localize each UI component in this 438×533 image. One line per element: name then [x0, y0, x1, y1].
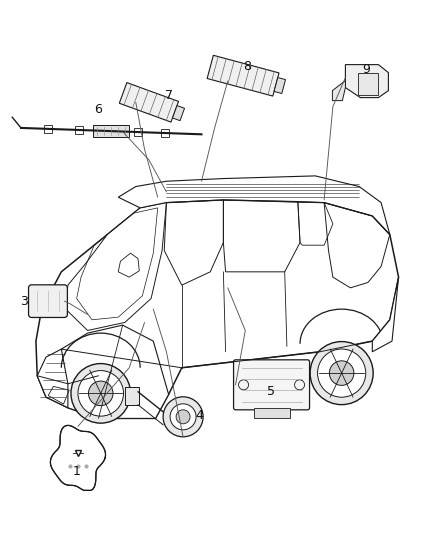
- Polygon shape: [119, 83, 179, 122]
- Circle shape: [318, 349, 366, 397]
- Polygon shape: [332, 80, 346, 101]
- Circle shape: [176, 410, 190, 424]
- Polygon shape: [50, 425, 106, 490]
- Text: 8: 8: [244, 60, 251, 73]
- Bar: [107, 127, 115, 135]
- Polygon shape: [46, 325, 169, 418]
- Text: 7: 7: [165, 90, 173, 102]
- Circle shape: [163, 397, 203, 437]
- FancyBboxPatch shape: [28, 285, 67, 318]
- Circle shape: [78, 370, 124, 416]
- Bar: [254, 408, 290, 418]
- Text: 4: 4: [195, 409, 203, 422]
- Circle shape: [88, 381, 113, 406]
- Text: 6: 6: [95, 103, 102, 116]
- Bar: [75, 126, 83, 134]
- Polygon shape: [37, 349, 68, 408]
- Polygon shape: [118, 176, 390, 235]
- Bar: [358, 72, 378, 95]
- Polygon shape: [207, 55, 279, 96]
- Text: 5: 5: [267, 385, 275, 398]
- Circle shape: [329, 361, 354, 385]
- Circle shape: [71, 364, 131, 423]
- Polygon shape: [36, 200, 399, 418]
- Bar: [161, 129, 170, 137]
- Polygon shape: [66, 203, 166, 330]
- Text: 1: 1: [73, 465, 81, 478]
- Text: 3: 3: [20, 295, 28, 308]
- FancyBboxPatch shape: [233, 360, 310, 410]
- Text: 9: 9: [362, 63, 370, 76]
- Polygon shape: [372, 277, 399, 352]
- Bar: [134, 128, 142, 136]
- Bar: [125, 387, 139, 405]
- Circle shape: [310, 342, 373, 405]
- Bar: [44, 125, 52, 133]
- Bar: [93, 125, 129, 137]
- Polygon shape: [118, 253, 139, 277]
- Circle shape: [170, 404, 196, 430]
- Polygon shape: [274, 77, 286, 93]
- Polygon shape: [173, 106, 184, 120]
- Polygon shape: [346, 64, 389, 98]
